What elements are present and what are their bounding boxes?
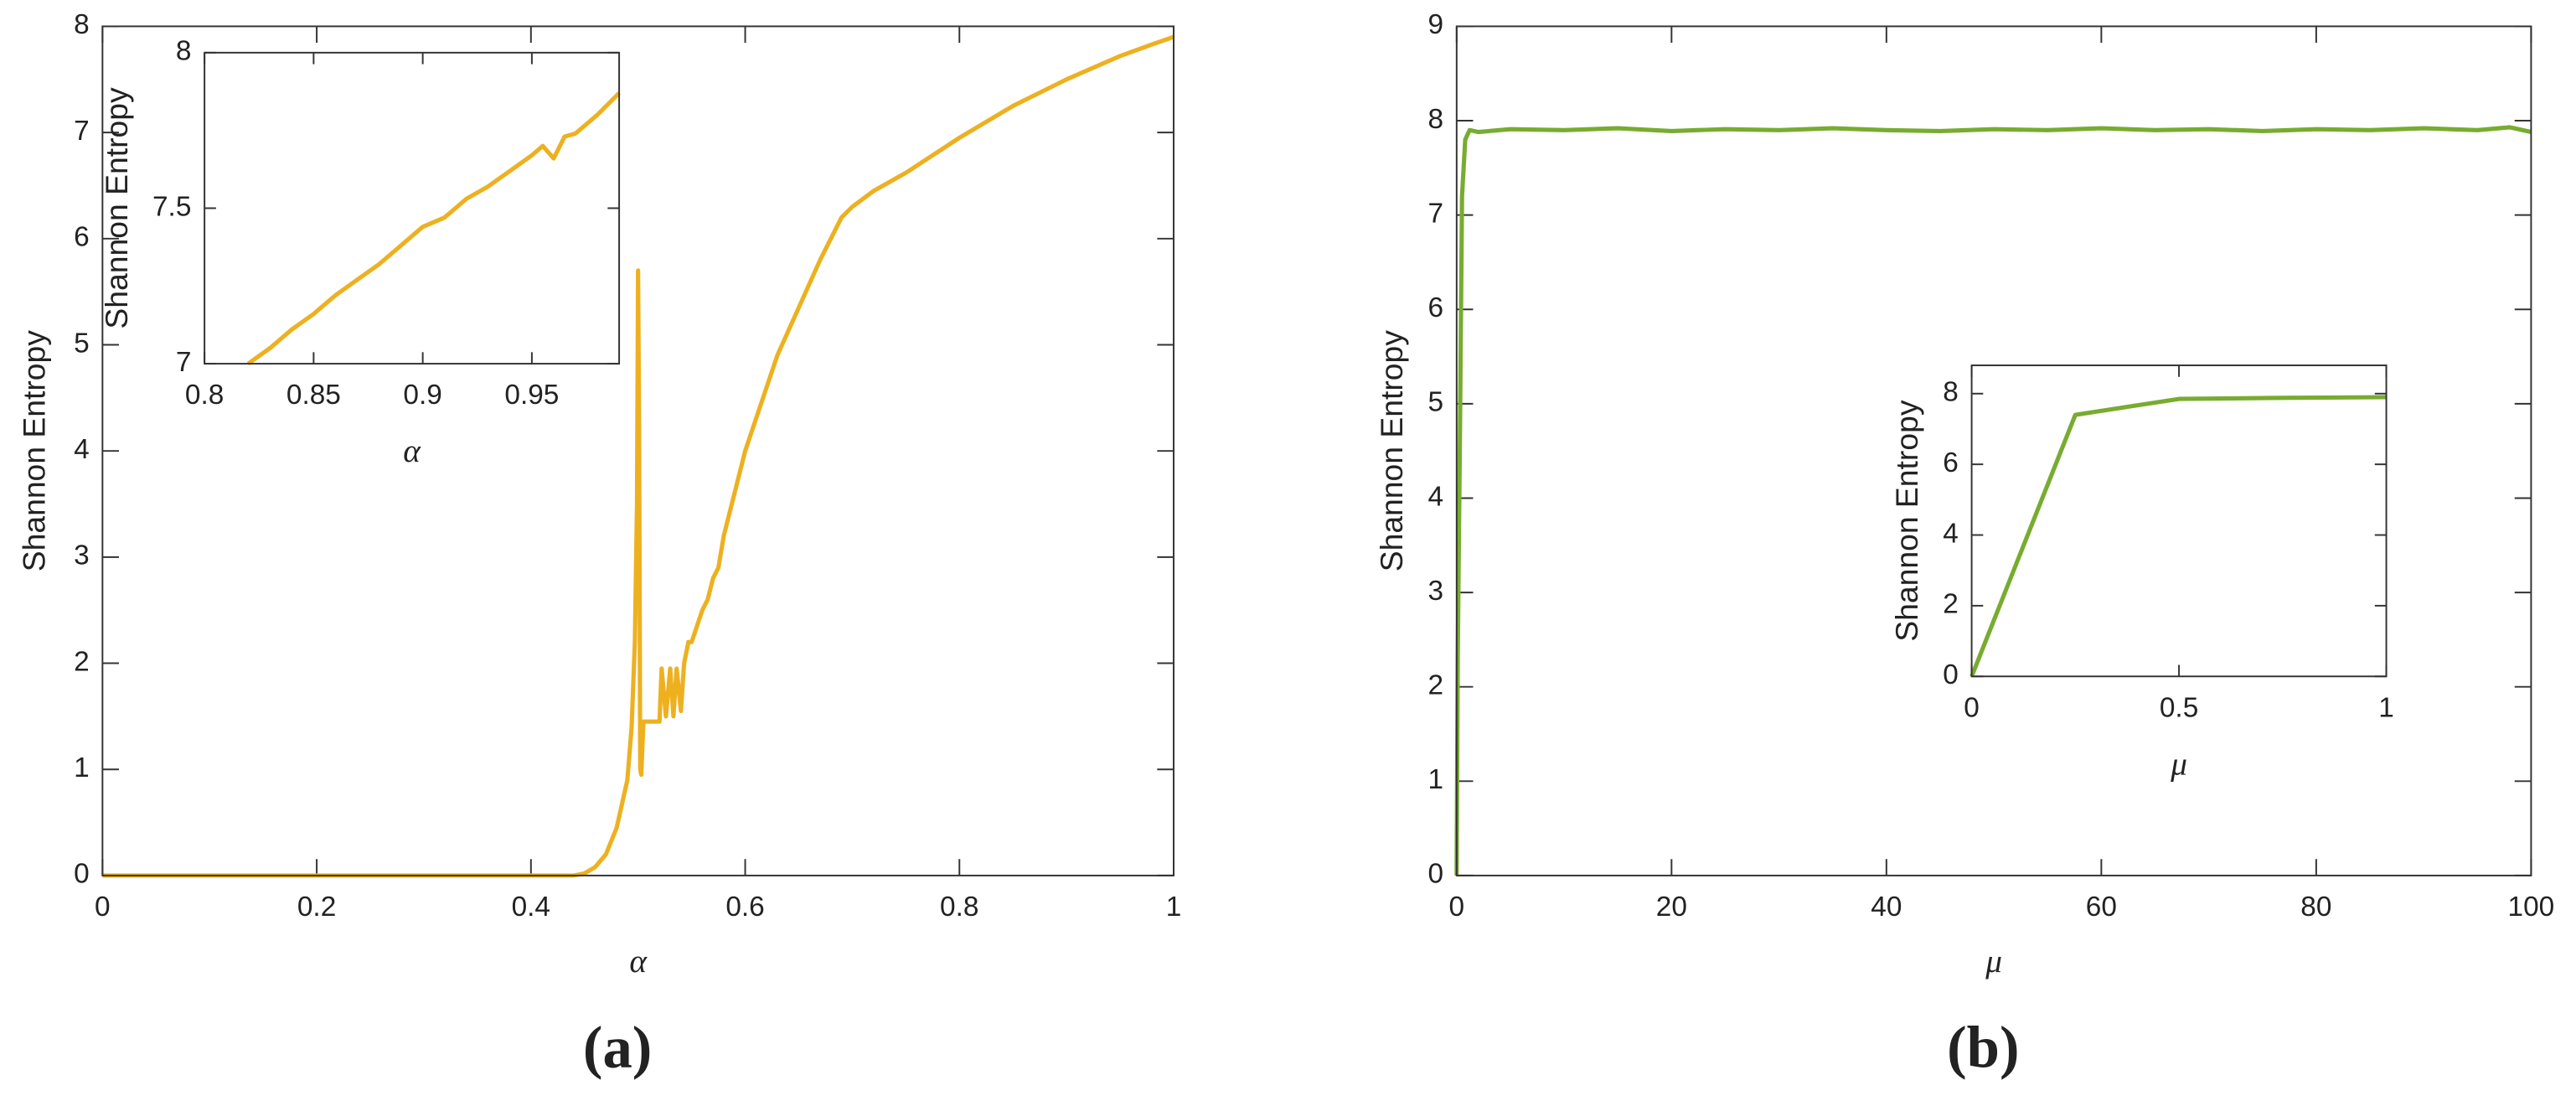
y-tick-label: 4 <box>1943 518 1959 549</box>
x-tick-label: 60 <box>2086 892 2117 923</box>
y-tick-label: 2 <box>1428 670 1444 701</box>
x-tick-label: 0.8 <box>940 892 978 923</box>
y-tick-label: 8 <box>1428 104 1444 135</box>
x-tick-label: 0.8 <box>185 380 224 411</box>
y-tick-label: 8 <box>176 36 192 67</box>
axes-box <box>101 25 1174 876</box>
y-axis-label: Shannon Entropy <box>1374 330 1409 572</box>
x-tick-label: 0.2 <box>297 892 336 923</box>
x-tick-label: 0.95 <box>504 380 559 411</box>
x-tick-label: 0.9 <box>403 380 441 411</box>
y-tick-label: 1 <box>1428 764 1444 795</box>
y-axis-label: Shannon Entropy <box>17 330 52 572</box>
y-tick-label: 8 <box>74 9 90 40</box>
y-tick-label: 2 <box>74 646 90 677</box>
y-tick-label: 5 <box>74 328 90 359</box>
y-tick-label: 5 <box>1428 387 1444 418</box>
y-tick-label: 7.5 <box>152 191 191 222</box>
data-line <box>1454 125 2532 876</box>
axes-box <box>1455 25 2532 876</box>
y-tick-label: 6 <box>74 222 90 253</box>
x-axis-label: α <box>629 943 648 980</box>
y-tick-label: 7 <box>1428 198 1444 229</box>
y-tick-label: 4 <box>1428 481 1444 512</box>
x-tick-label: 20 <box>1656 892 1687 923</box>
x-tick-label: 0.4 <box>512 892 550 923</box>
plot-area <box>204 52 620 364</box>
x-tick-label: 1 <box>2378 692 2394 723</box>
y-tick-label: 6 <box>1943 447 1959 478</box>
x-axis-label: μ <box>1985 943 2002 980</box>
y-tick-label: 6 <box>1428 292 1444 323</box>
y-tick-label: 0 <box>1943 659 1959 690</box>
axes-box <box>1970 364 2388 678</box>
y-tick-label: 9 <box>1428 9 1444 40</box>
y-axis-label: Shannon Entropy <box>99 87 134 329</box>
caption: (b) <box>1947 1015 2019 1080</box>
data-line <box>102 34 1174 878</box>
y-axis-label: Shannon Entropy <box>1889 400 1924 642</box>
y-tick-label: 0 <box>74 859 90 890</box>
x-tick-label: 0.85 <box>287 380 341 411</box>
y-tick-label: 4 <box>74 434 90 465</box>
x-tick-label: 0 <box>1964 692 1980 723</box>
x-tick-label: 80 <box>2300 892 2331 923</box>
data-line <box>246 91 621 366</box>
y-tick-label: 7 <box>74 116 90 147</box>
x-axis-label: α <box>403 433 421 469</box>
x-tick-label: 0 <box>95 892 111 923</box>
x-tick-label: 1 <box>1166 892 1182 923</box>
caption: (a) <box>583 1015 652 1080</box>
y-tick-label: 2 <box>1943 589 1959 620</box>
x-axis-label: μ <box>2170 746 2187 782</box>
y-tick-label: 1 <box>74 752 90 783</box>
x-tick-label: 0.6 <box>725 892 764 923</box>
y-tick-label: 0 <box>1428 859 1444 890</box>
x-tick-label: 40 <box>1871 892 1902 923</box>
axes-box <box>204 51 621 365</box>
x-tick-label: 100 <box>2508 892 2555 923</box>
x-tick-label: 0.5 <box>2160 692 2198 723</box>
data-line <box>1969 395 2387 678</box>
plot-area <box>1971 365 2387 677</box>
y-tick-label: 8 <box>1943 377 1959 408</box>
y-tick-label: 3 <box>74 540 90 571</box>
y-tick-label: 3 <box>1428 576 1444 607</box>
y-tick-label: 7 <box>176 347 192 378</box>
x-tick-label: 0 <box>1449 892 1465 923</box>
